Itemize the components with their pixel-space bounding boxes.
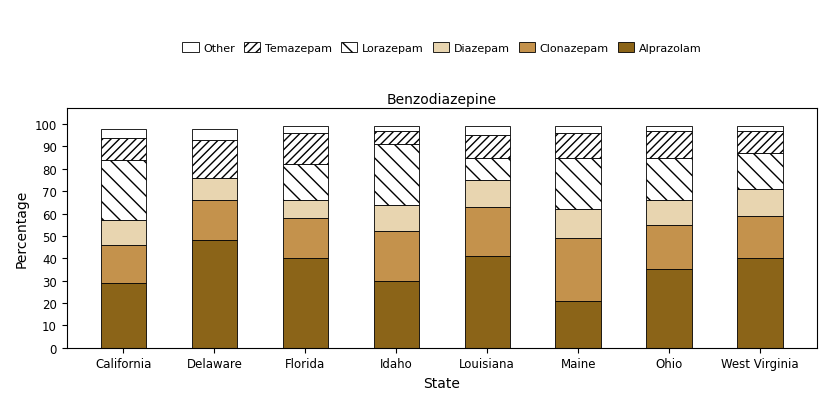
Bar <box>737 154 783 190</box>
Bar <box>374 281 419 348</box>
Bar <box>101 160 146 221</box>
Bar <box>464 127 510 136</box>
Bar <box>556 239 601 301</box>
Bar <box>464 256 510 348</box>
Bar <box>646 132 692 158</box>
Bar <box>101 129 146 138</box>
Bar <box>101 138 146 160</box>
Bar <box>464 181 510 207</box>
Bar <box>374 145 419 205</box>
Bar <box>191 241 237 348</box>
Bar <box>283 127 328 134</box>
Bar <box>374 127 419 132</box>
Bar <box>737 132 783 154</box>
Bar <box>374 232 419 281</box>
X-axis label: State: State <box>423 376 460 390</box>
Bar <box>646 270 692 348</box>
Bar <box>191 129 237 141</box>
Bar <box>556 127 601 134</box>
Bar <box>646 158 692 200</box>
Bar <box>464 136 510 158</box>
Bar <box>101 283 146 348</box>
Bar <box>191 178 237 200</box>
Bar <box>283 219 328 259</box>
Bar <box>556 301 601 348</box>
Bar <box>191 200 237 241</box>
Bar <box>101 245 146 283</box>
Bar <box>737 216 783 259</box>
Bar <box>464 207 510 256</box>
Bar <box>646 200 692 225</box>
Legend: Other, Temazepam, Lorazepam, Diazepam, Clonazepam, Alprazolam: Other, Temazepam, Lorazepam, Diazepam, C… <box>177 38 706 58</box>
Bar <box>556 134 601 158</box>
Bar <box>283 165 328 200</box>
Bar <box>737 259 783 348</box>
Bar <box>737 190 783 216</box>
Bar <box>283 134 328 165</box>
Bar <box>556 158 601 209</box>
Y-axis label: Percentage: Percentage <box>15 190 29 268</box>
Bar <box>374 205 419 232</box>
Bar <box>191 141 237 178</box>
Bar <box>464 158 510 181</box>
Bar <box>283 200 328 219</box>
Bar <box>374 132 419 145</box>
Bar <box>556 209 601 239</box>
Bar <box>646 127 692 132</box>
Bar <box>283 259 328 348</box>
Bar <box>646 225 692 270</box>
Bar <box>101 221 146 245</box>
Bar <box>737 127 783 132</box>
Title: Benzodiazepine: Benzodiazepine <box>387 93 497 107</box>
